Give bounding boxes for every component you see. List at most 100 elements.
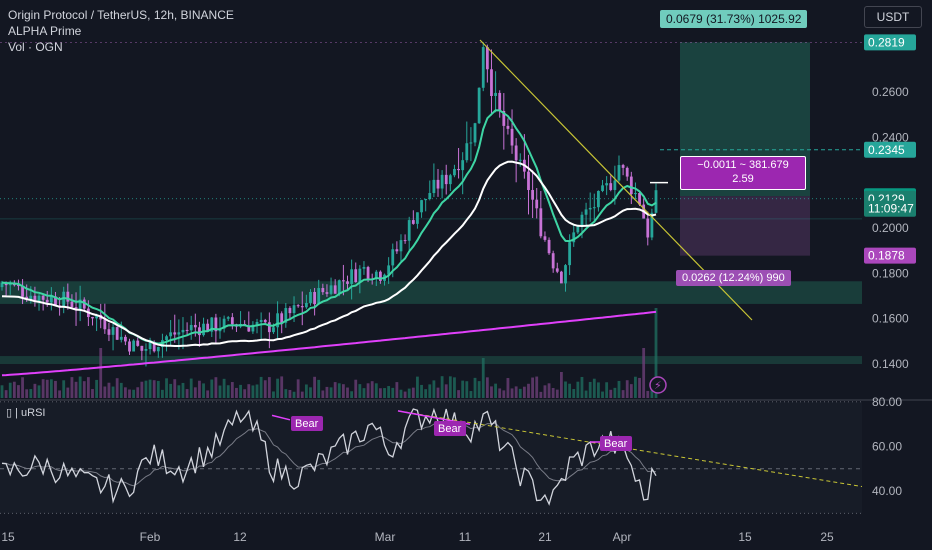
candle-body bbox=[436, 179, 440, 189]
candle-body bbox=[432, 179, 436, 194]
candle-body bbox=[123, 336, 127, 342]
candle-body bbox=[597, 190, 600, 208]
candle-body bbox=[592, 207, 596, 209]
candle-body bbox=[379, 271, 382, 281]
volume-bar bbox=[522, 386, 526, 398]
volume-bar bbox=[202, 383, 205, 398]
candle-body bbox=[555, 268, 559, 272]
volume-bar bbox=[156, 380, 160, 398]
volume-bar bbox=[436, 387, 440, 398]
volume-bar bbox=[263, 380, 267, 398]
candle-body bbox=[568, 242, 572, 266]
volume-bar bbox=[407, 388, 411, 398]
volume-bar bbox=[592, 378, 596, 398]
volume-bar bbox=[288, 390, 292, 398]
volume-bar bbox=[379, 388, 382, 398]
volume-bar bbox=[49, 379, 53, 398]
volume-bar bbox=[193, 387, 197, 398]
candle-body bbox=[444, 174, 448, 185]
volume-bar bbox=[564, 381, 567, 398]
volume-bar bbox=[416, 376, 419, 398]
y-tick-label: 0.2600 bbox=[872, 85, 909, 99]
candle-body bbox=[625, 167, 629, 177]
volume-bar bbox=[617, 380, 621, 398]
volume-bar bbox=[383, 388, 386, 398]
candle-body bbox=[119, 336, 123, 340]
volume-bar bbox=[169, 383, 173, 398]
volume-bar bbox=[198, 380, 201, 398]
x-tick-label: 15 bbox=[1, 530, 15, 544]
candle-body bbox=[354, 269, 358, 283]
volume-bar bbox=[440, 376, 444, 398]
volume-bar bbox=[45, 379, 49, 398]
volume-bar bbox=[214, 377, 218, 398]
y-tick-label: 0.1400 bbox=[872, 357, 909, 371]
volume-bar bbox=[453, 377, 456, 398]
candle-body bbox=[70, 301, 74, 308]
volume-bar bbox=[181, 382, 185, 398]
price-badge-label: 11:09:47 bbox=[868, 202, 914, 216]
candle-body bbox=[420, 200, 423, 213]
candle-body bbox=[304, 302, 308, 308]
candle-body bbox=[498, 92, 502, 111]
candle-body bbox=[165, 336, 168, 341]
volume-bar bbox=[399, 389, 403, 398]
volume-bar bbox=[350, 391, 354, 398]
candle-body bbox=[91, 317, 94, 319]
volume-bar bbox=[457, 390, 460, 398]
volume-bar bbox=[597, 382, 600, 398]
volume-bar bbox=[230, 382, 234, 398]
volume-bar bbox=[210, 379, 214, 398]
y-tick-label: 0.2400 bbox=[872, 130, 909, 144]
candle-body bbox=[230, 317, 234, 325]
measure-middle-label: −0.0011 ~ 381.679 2.59 bbox=[680, 156, 806, 190]
volume-bar bbox=[292, 391, 296, 398]
volume-bar bbox=[605, 382, 609, 398]
x-tick-label: 15 bbox=[738, 530, 752, 544]
candle-body bbox=[272, 327, 275, 333]
indicator-alpha-prime[interactable]: ALPHA Prime bbox=[8, 24, 82, 38]
volume-bar bbox=[551, 388, 555, 398]
volume-bar bbox=[58, 390, 61, 398]
candle-body bbox=[325, 292, 329, 294]
rsi-y-tick-label: 40.00 bbox=[872, 484, 902, 498]
volume-bar bbox=[650, 390, 654, 398]
volume-bar bbox=[502, 390, 506, 398]
volume-bar bbox=[267, 377, 271, 398]
candle-body bbox=[366, 267, 370, 279]
candle-body bbox=[547, 239, 551, 254]
indicator-volume[interactable]: Vol · OGN bbox=[8, 40, 63, 54]
x-tick-label: 11 bbox=[459, 530, 472, 544]
candle-body bbox=[296, 305, 300, 307]
currency-selector[interactable]: USDT bbox=[864, 6, 922, 28]
rsi-indicator-label[interactable]: ▯ | uRSI bbox=[6, 407, 46, 419]
volume-bar bbox=[123, 387, 127, 398]
volume-bar bbox=[152, 380, 156, 398]
volume-bar bbox=[621, 390, 625, 398]
candle-body bbox=[198, 327, 201, 336]
x-tick-label: Mar bbox=[375, 530, 396, 544]
candle-body bbox=[391, 249, 395, 266]
candle-body bbox=[609, 183, 613, 190]
candle-body bbox=[202, 323, 205, 336]
candle-body bbox=[25, 296, 29, 300]
volume-bar bbox=[543, 385, 547, 398]
rsi-y-tick-label: 80.00 bbox=[872, 395, 902, 409]
candle-body bbox=[539, 208, 543, 237]
x-tick-label: 25 bbox=[820, 530, 834, 544]
price-badge-label: 0.1878 bbox=[868, 249, 905, 263]
volume-bar bbox=[568, 383, 572, 398]
volume-bar bbox=[0, 385, 4, 398]
symbol-title[interactable]: Origin Protocol / TetherUS, 12h, BINANCE bbox=[8, 8, 234, 22]
volume-bar bbox=[82, 381, 86, 398]
y-tick-label: 0.1800 bbox=[872, 266, 909, 280]
volume-bar bbox=[510, 388, 514, 398]
volume-bar bbox=[444, 384, 448, 398]
volume-bar bbox=[37, 385, 41, 398]
volume-bar bbox=[62, 380, 66, 398]
volume-bar bbox=[391, 387, 395, 398]
bear-badge bbox=[600, 436, 632, 451]
volume-bar bbox=[448, 376, 452, 398]
volume-bar bbox=[362, 388, 366, 398]
